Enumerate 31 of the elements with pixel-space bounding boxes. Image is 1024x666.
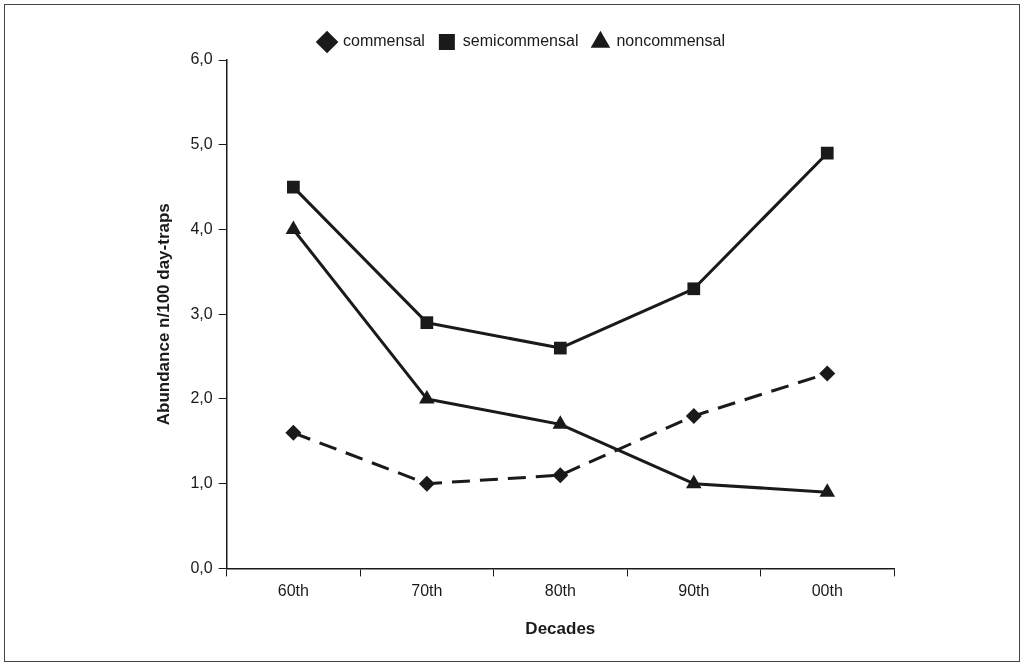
x-tick-label: 60th — [277, 582, 309, 600]
point — [285, 424, 302, 441]
x-axis-title: Decades — [525, 619, 596, 639]
point — [418, 475, 435, 492]
y-tick-label: 2,0 — [190, 389, 213, 407]
point — [686, 474, 702, 489]
y-tick-label: 0,0 — [190, 558, 213, 576]
x-tick-label: 70th — [411, 582, 443, 600]
point — [553, 341, 567, 355]
y-axis-title: Abundance n/100 day-traps — [153, 203, 173, 426]
y-tick-label: 3,0 — [190, 304, 213, 322]
point — [819, 483, 836, 497]
x-tick-label: 00th — [811, 582, 843, 600]
x-tick-label: 80th — [544, 582, 576, 600]
legend-label: commensal — [343, 32, 425, 50]
point — [820, 146, 834, 160]
point — [552, 467, 569, 484]
x-tick-label: 90th — [678, 582, 710, 600]
point — [419, 389, 435, 404]
y-tick-label: 5,0 — [190, 135, 213, 153]
legend-label: noncommensal — [616, 32, 725, 50]
y-tick-label: 4,0 — [190, 219, 213, 237]
point — [420, 316, 434, 330]
point — [287, 180, 300, 194]
point — [819, 365, 836, 382]
legend-label: semicommensal — [462, 32, 579, 50]
y-tick-label: 1,0 — [190, 474, 213, 492]
point — [552, 415, 569, 429]
y-tick-label: 6,0 — [190, 50, 213, 68]
point — [687, 282, 701, 296]
point — [685, 407, 702, 424]
